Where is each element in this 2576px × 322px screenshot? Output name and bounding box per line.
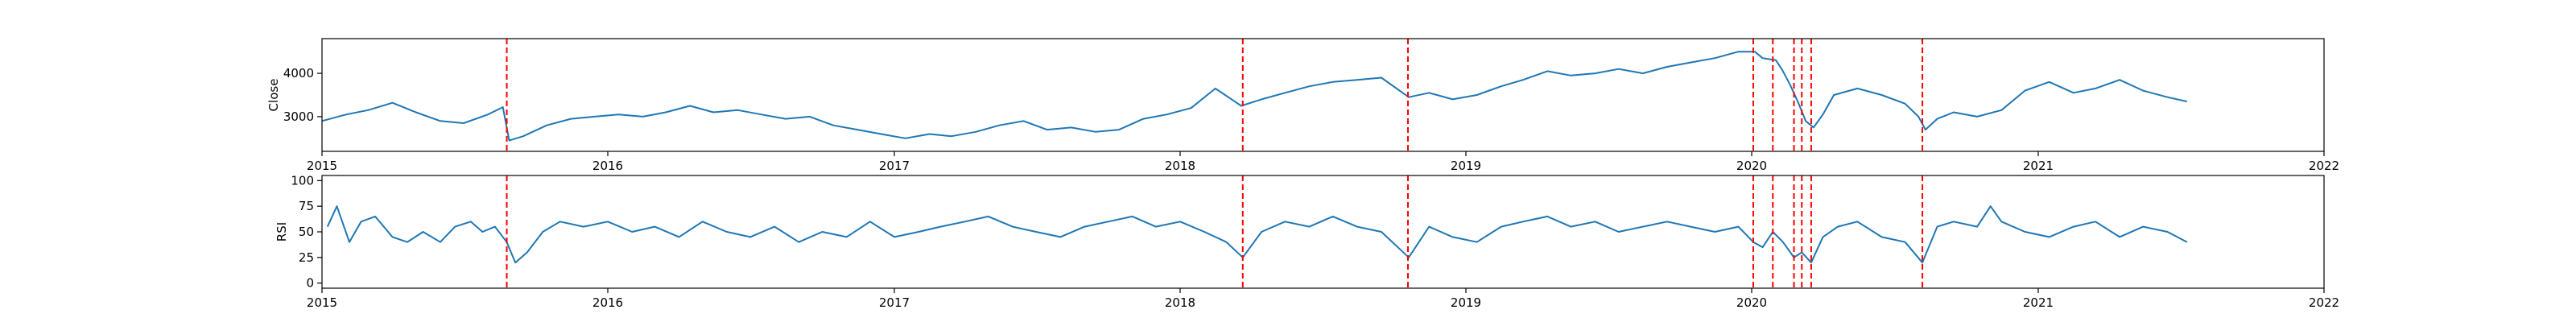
close-series-layer <box>321 51 2188 142</box>
close-xtick-label-1: 2016 <box>592 159 623 173</box>
rsi-xtick-label-4: 2019 <box>1451 295 1481 310</box>
close-plot-frame <box>321 38 2325 152</box>
close-xtick-label-6: 2021 <box>2023 159 2054 173</box>
close-xtick-label-7: 2022 <box>2309 159 2339 173</box>
close-xtick-label-0: 2015 <box>307 159 337 173</box>
rsi-xtick-label-2: 2017 <box>879 295 910 310</box>
close-xticks: 2015 2016 2017 2018 2019 2020 2021 2022 <box>307 151 2339 173</box>
rsi-ytick-label-4: 100 <box>291 173 314 188</box>
rsi-ytick-label-3: 75 <box>299 199 314 213</box>
rsi-xtick-label-3: 2018 <box>1165 295 1195 310</box>
rsi-xtick-label-0: 2015 <box>307 295 337 310</box>
rsi-xtick-label-5: 2020 <box>1736 295 1767 310</box>
close-xtick-label-3: 2018 <box>1165 159 1195 173</box>
rsi-series-line-0 <box>326 205 2188 264</box>
close-price-panel: 3000 4000 2015 2016 2017 2018 2019 2020 2021 202… <box>266 38 2339 173</box>
close-xtick-label-2: 2017 <box>879 159 910 173</box>
rsi-event-lines <box>506 175 1924 288</box>
close-xtick-label-5: 2020 <box>1736 159 1767 173</box>
rsi-xtick-label-6: 2021 <box>2023 295 2054 310</box>
close-y-axis-label: Close <box>266 79 281 112</box>
close-ytick-label-1: 4000 <box>283 66 314 80</box>
rsi-series-layer <box>326 205 2188 264</box>
close-ytick-label-0: 3000 <box>283 109 314 124</box>
rsi-ytick-label-2: 50 <box>299 225 314 239</box>
rsi-xticks: 2015 2016 2017 2018 2019 2020 2021 2022 <box>307 288 2339 310</box>
rsi-ytick-label-1: 25 <box>299 250 314 265</box>
rsi-xtick-label-7: 2022 <box>2309 295 2339 310</box>
rsi-xtick-label-1: 2016 <box>592 295 623 310</box>
rsi-ytick-label-0: 0 <box>306 276 314 291</box>
rsi-yticks: 0 25 50 75 100 <box>291 173 322 291</box>
close-event-lines <box>506 39 1924 151</box>
close-series-line-0 <box>321 51 2188 142</box>
close-yticks: 3000 4000 <box>283 66 322 124</box>
close-xtick-label-4: 2019 <box>1451 159 1481 173</box>
rsi-y-axis-label: RSI <box>275 222 289 242</box>
